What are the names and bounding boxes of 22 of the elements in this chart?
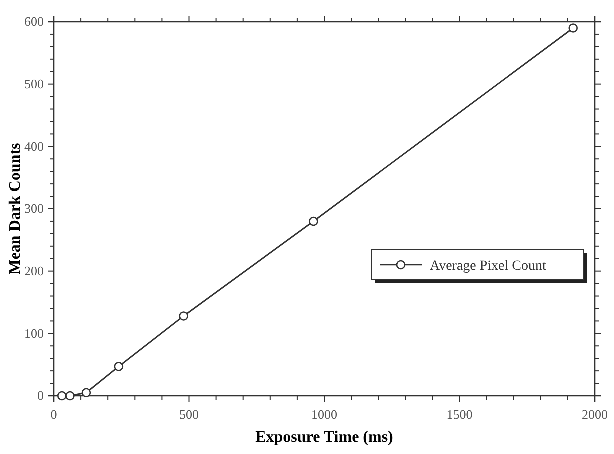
- y-tick-label: 100: [24, 326, 44, 341]
- x-axis-title: Exposure Time (ms): [256, 429, 394, 446]
- x-tick-label: 2000: [582, 407, 608, 422]
- y-tick-label: 0: [38, 388, 44, 404]
- y-tick-label: 200: [24, 263, 44, 278]
- point: [82, 388, 92, 398]
- y-axis-title: Mean Dark Counts: [7, 143, 24, 275]
- x-tick-label: 500: [180, 407, 199, 422]
- point: [179, 312, 188, 321]
- y-tick-label: 600: [24, 14, 44, 30]
- x-tick-label: 1000: [312, 407, 338, 422]
- legend-label: Average Pixel Count: [430, 259, 546, 274]
- point: [568, 24, 578, 33]
- x-tick-label: 1500: [446, 407, 473, 422]
- y-tick-label: 300: [24, 201, 44, 216]
- point: [309, 216, 318, 226]
- y-tick-label: 400: [24, 138, 44, 154]
- point: [57, 391, 67, 401]
- x-tick-label: 0: [50, 407, 58, 422]
- point: [66, 391, 75, 401]
- y-tick-label: 500: [24, 76, 44, 92]
- point: [114, 362, 124, 372]
